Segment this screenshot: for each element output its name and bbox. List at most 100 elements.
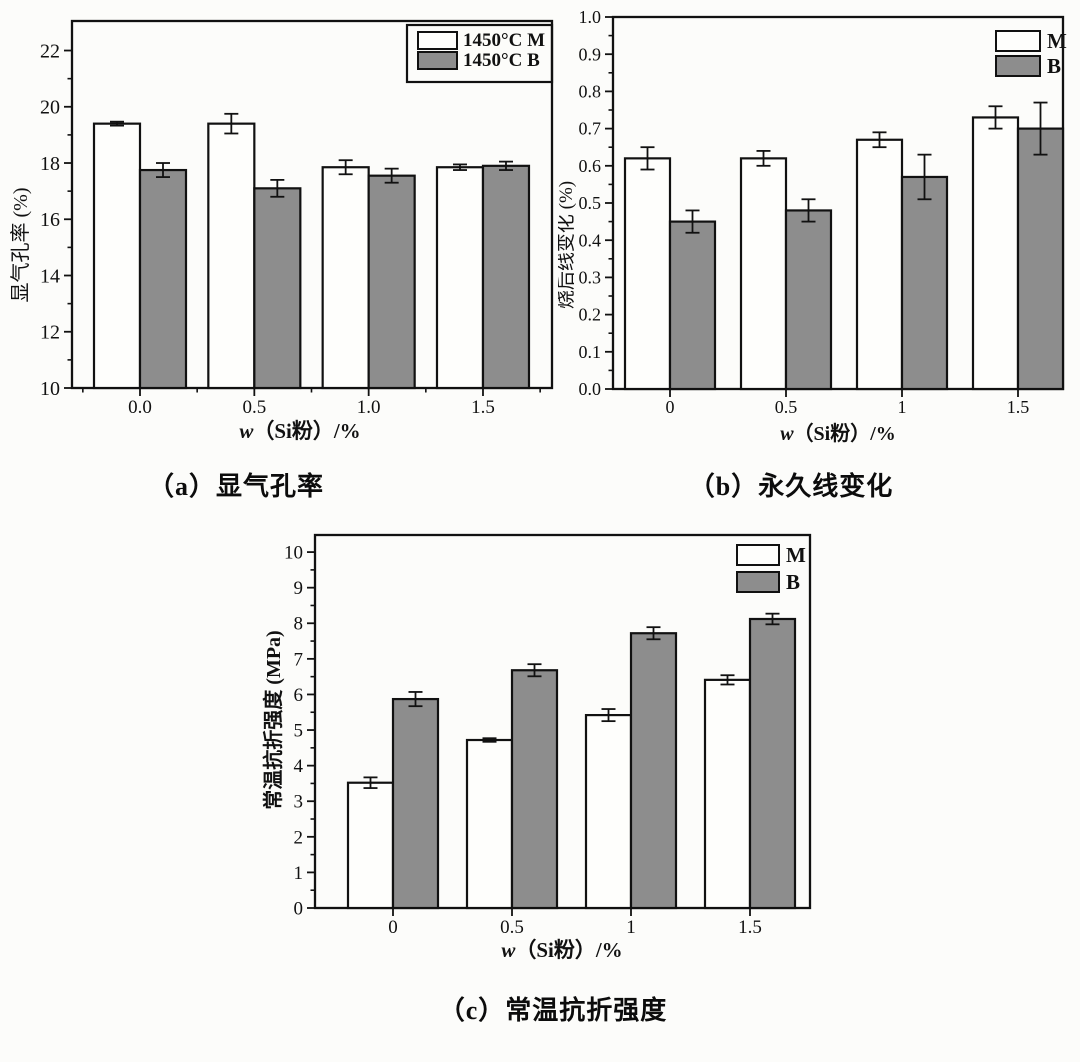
y-tick-label: 0.5 bbox=[579, 193, 602, 213]
legend: MB bbox=[995, 29, 1067, 78]
legend-swatch-b bbox=[995, 55, 1041, 77]
error-bar bbox=[527, 663, 542, 678]
x-tick-label: 0 bbox=[388, 917, 398, 938]
x-tick-label: 1.5 bbox=[471, 397, 495, 418]
error-bar bbox=[224, 112, 239, 135]
caption-c: （c）常温抗折强度 bbox=[438, 996, 668, 1025]
error-bar bbox=[498, 160, 513, 171]
y-tick-label: 10 bbox=[40, 378, 60, 400]
y-tick-label: 8 bbox=[294, 614, 304, 635]
bar-B-1 bbox=[629, 632, 678, 910]
error-bar bbox=[384, 167, 399, 184]
y-tick-label: 12 bbox=[40, 322, 60, 344]
bar-1450°C-B-1.0 bbox=[367, 174, 416, 390]
y-tick-label: 0.7 bbox=[579, 119, 602, 139]
legend-label-b: B bbox=[786, 570, 800, 594]
y-tick-label: 10 bbox=[284, 543, 303, 564]
x-tick-label: 1.0 bbox=[357, 397, 381, 418]
legend-swatch-m bbox=[995, 30, 1041, 52]
y-tick-label: 2 bbox=[294, 827, 304, 848]
y-tick-label: 0.9 bbox=[579, 44, 602, 64]
y-tick-label: 0.2 bbox=[579, 305, 602, 325]
bar-1450°C-M-0.5 bbox=[207, 122, 256, 390]
bar-B-1.5 bbox=[748, 617, 797, 910]
caption-b: （b）永久线变化 bbox=[688, 472, 894, 501]
y-axis-title: 常温抗折强度 (MPa) bbox=[261, 630, 285, 809]
x-tick-label: 0 bbox=[666, 397, 675, 417]
error-bar bbox=[408, 691, 423, 708]
x-tick-label: 0.5 bbox=[500, 917, 524, 938]
error-bar bbox=[988, 105, 1003, 130]
y-tick-label: 1 bbox=[294, 863, 304, 884]
legend-swatch-b bbox=[417, 51, 458, 70]
error-bar bbox=[156, 162, 170, 178]
x-tick-label: 0.0 bbox=[128, 397, 152, 418]
error-bar bbox=[646, 626, 661, 641]
x-axis-title: w（Si粉）/% bbox=[501, 938, 622, 962]
x-tick-label: 0.5 bbox=[242, 397, 266, 418]
bar-M-1.5 bbox=[703, 678, 752, 910]
error-bar bbox=[640, 146, 655, 171]
y-tick-label: 22 bbox=[40, 40, 60, 62]
y-tick-label: 0.1 bbox=[579, 342, 602, 362]
y-tick-label: 14 bbox=[40, 265, 60, 287]
bar-M-1 bbox=[855, 138, 904, 391]
bar-1450°C-B-0.0 bbox=[138, 168, 188, 390]
y-tick-label: 0.8 bbox=[579, 82, 602, 102]
bar-B-1 bbox=[900, 175, 949, 391]
legend: MB bbox=[736, 543, 806, 594]
error-bar bbox=[1033, 101, 1048, 156]
bar-M-0.5 bbox=[739, 157, 788, 391]
y-tick-label: 7 bbox=[294, 649, 304, 670]
bar-M-1 bbox=[584, 713, 633, 910]
y-tick-label: 18 bbox=[40, 153, 60, 175]
y-tick-label: 20 bbox=[40, 97, 60, 119]
y-tick-label: 3 bbox=[294, 792, 304, 813]
bar-M-1.5 bbox=[971, 116, 1020, 391]
y-tick-label: 0.3 bbox=[579, 268, 602, 288]
y-tick-label: 0.6 bbox=[579, 156, 602, 176]
bar-B-0.5 bbox=[784, 209, 833, 391]
y-tick-label: 9 bbox=[294, 578, 304, 599]
y-tick-label: 0 bbox=[294, 898, 304, 919]
legend-label-b: 1450°C B bbox=[463, 50, 540, 71]
bar-1450°C-M-1.5 bbox=[435, 166, 485, 390]
x-tick-label: 1 bbox=[898, 397, 907, 417]
legend-swatch-m bbox=[736, 544, 780, 566]
legend-box bbox=[405, 23, 554, 84]
bar-1450°C-B-0.5 bbox=[253, 187, 302, 390]
error-bar bbox=[482, 737, 497, 743]
chart-apparent-porosity: 10 12 14 16 18 20 22 0.0 0.5 1.0 1.5 显气孔率 (%) w（Si粉）… bbox=[9, 19, 554, 443]
y-tick-label: 6 bbox=[294, 685, 304, 706]
bar-1450°C-M-0.0 bbox=[92, 122, 142, 390]
legend-label-m: M bbox=[1047, 29, 1067, 53]
legend-swatch-m bbox=[417, 31, 458, 50]
bar-B-0 bbox=[391, 697, 440, 910]
error-bar bbox=[756, 150, 771, 167]
x-axis-title: w（Si粉）/% bbox=[239, 419, 360, 443]
bar-B-0.5 bbox=[510, 669, 559, 910]
error-bar bbox=[872, 131, 887, 149]
bar-B-1.5 bbox=[1016, 127, 1065, 391]
y-tick-label: 0.4 bbox=[579, 230, 602, 250]
legend-label-m: M bbox=[786, 543, 806, 567]
bar-M-0 bbox=[623, 157, 672, 391]
y-axis-title: 烧后线变化 (%) bbox=[558, 181, 577, 309]
x-tick-label: 1.5 bbox=[738, 917, 762, 938]
bar-1450°C-B-1.5 bbox=[481, 164, 531, 390]
error-bar bbox=[270, 178, 285, 198]
bar-M-0 bbox=[346, 781, 395, 910]
error-bar bbox=[110, 120, 124, 127]
x-tick-label: 1.5 bbox=[1007, 397, 1030, 417]
legend-label-m: 1450°C M bbox=[463, 30, 545, 51]
legend-label-b: B bbox=[1047, 54, 1061, 78]
caption-a: （a）显气孔率 bbox=[147, 472, 325, 501]
x-axis-title: w（Si粉）/% bbox=[780, 421, 896, 445]
x-tick-label: 0.5 bbox=[775, 397, 798, 417]
chart-permanent-linear-change: 0.0 0.1 0.2 0.3 0.4 0.5 0.6 0.7 0.8 0.9 1.0 0 0.5 1 1.… bbox=[558, 7, 1067, 445]
y-tick-label: 1.0 bbox=[579, 7, 602, 27]
error-bar bbox=[601, 708, 616, 723]
error-bar bbox=[363, 776, 378, 789]
y-tick-label: 5 bbox=[294, 721, 304, 742]
